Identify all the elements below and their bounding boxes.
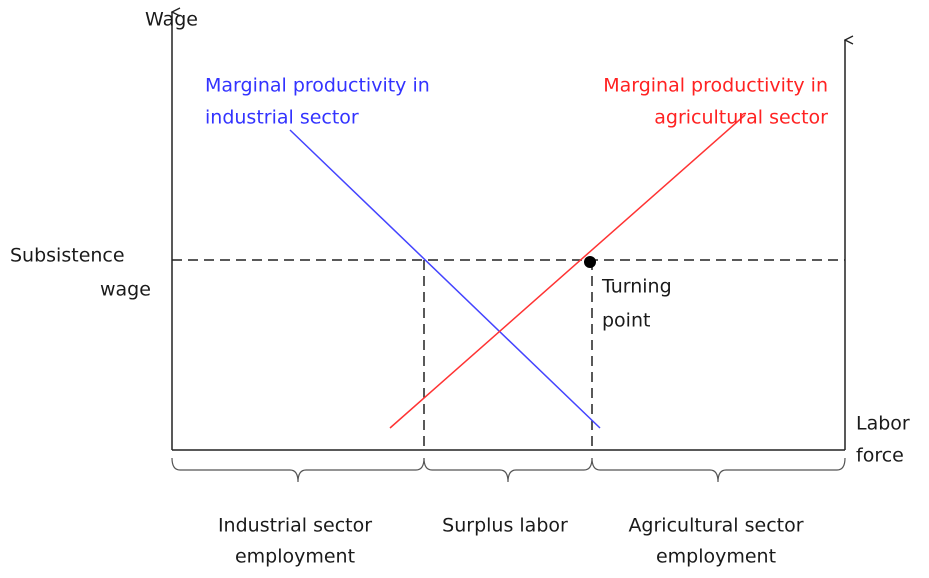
- subsistence-label: Subsistence: [10, 245, 125, 267]
- axes: [172, 12, 845, 451]
- brace: [423, 457, 593, 483]
- industrial-label: Marginal productivity in: [205, 75, 430, 97]
- agricultural-label: Marginal productivity in: [603, 75, 828, 97]
- industrial-label: industrial sector: [205, 107, 359, 129]
- turning-label: point: [602, 310, 650, 332]
- agricultural-label: agricultural sector: [654, 107, 828, 129]
- turning-point: [584, 256, 596, 268]
- braces: [171, 457, 846, 483]
- brace: [171, 457, 425, 483]
- dashed-guides: [172, 259, 845, 450]
- segment-label: Surplus labor: [442, 515, 568, 537]
- segment-label: Industrial sector: [218, 515, 372, 537]
- y-axis-label: Wage: [145, 9, 198, 31]
- segment-label: employment: [235, 546, 355, 568]
- turning-label: Turning: [601, 276, 672, 298]
- brace: [591, 457, 846, 483]
- segment-label: Agricultural sector: [628, 515, 803, 537]
- segment-label: employment: [656, 546, 776, 568]
- agricultural-curve: [389, 114, 746, 429]
- x-axis-label: force: [856, 445, 904, 467]
- industrial-curve: [289, 129, 601, 429]
- x-axis-label: Labor: [856, 413, 910, 435]
- subsistence-label: wage: [100, 279, 151, 301]
